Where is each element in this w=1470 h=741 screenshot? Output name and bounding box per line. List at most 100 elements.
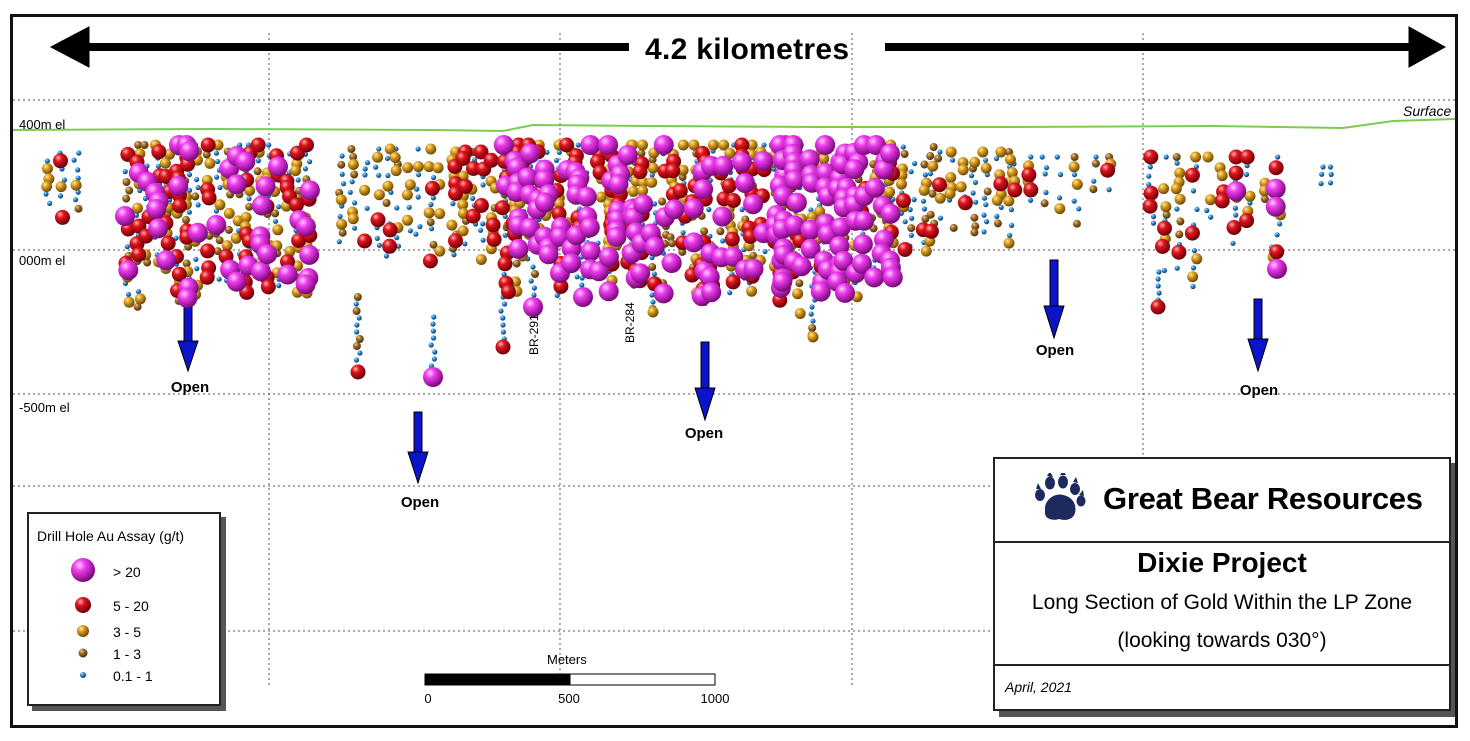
assay-sphere-5-20	[1226, 220, 1242, 235]
legend-label: 3 - 5	[113, 624, 142, 640]
assay-sphere-gt20	[608, 174, 629, 195]
assay-sphere-0-1	[73, 197, 79, 203]
assay-sphere-0-1	[349, 179, 355, 185]
legend-label: 1 - 3	[113, 646, 142, 662]
assay-sphere-0-1	[173, 235, 179, 241]
assay-sphere-1-3	[929, 143, 938, 151]
assay-sphere-gt20	[250, 261, 271, 282]
assay-sphere-0-1	[214, 174, 220, 180]
assay-sphere-3-5	[927, 160, 939, 172]
assay-sphere-0-1	[266, 142, 272, 148]
assay-sphere-0-1	[921, 206, 928, 212]
assay-sphere-1-3	[352, 342, 361, 350]
assay-sphere-5-20	[993, 176, 1009, 192]
assay-sphere-gt20	[579, 217, 600, 238]
assay-sphere-0-1	[993, 155, 1000, 162]
assay-sphere-1-3	[253, 167, 262, 176]
assay-sphere-0-1	[415, 146, 421, 152]
assay-sphere-0-1	[407, 228, 413, 234]
assay-sphere-0-1	[970, 190, 976, 196]
assay-sphere-0-1	[739, 207, 745, 213]
assay-sphere-0-1	[927, 171, 934, 177]
assay-sphere-gt20	[653, 283, 674, 304]
assay-sphere-gt20	[187, 222, 208, 243]
assay-sphere-0-1	[1190, 283, 1196, 290]
assay-sphere-gt20	[784, 169, 805, 190]
assay-sphere-1-3	[668, 239, 677, 248]
assay-sphere-3-5	[402, 214, 413, 226]
assay-sphere-0-1	[1174, 265, 1180, 271]
assay-sphere-1-3	[512, 259, 521, 268]
scale-bar-title: Meters	[547, 652, 587, 667]
assay-sphere-5-20	[1143, 185, 1159, 201]
assay-sphere-3-5	[70, 179, 82, 191]
assay-sphere-0-1	[276, 283, 282, 289]
assay-sphere-0-1	[352, 225, 358, 231]
assay-sphere-3-5	[980, 162, 992, 174]
assay-sphere-0-1	[352, 200, 358, 206]
legend-item-gt20: > 20	[29, 558, 219, 582]
assay-sphere-1-3	[184, 242, 193, 251]
assay-sphere-3-5	[1054, 203, 1066, 215]
assay-sphere-5-20	[382, 238, 398, 254]
assay-sphere-0-1	[124, 244, 130, 250]
assay-sphere-0-1	[531, 285, 538, 291]
assay-sphere-1-3	[658, 197, 667, 206]
scale-tick-label: 500	[558, 691, 580, 706]
assay-sphere-5-20	[923, 223, 939, 239]
assay-sphere-gt20	[1226, 181, 1247, 202]
scale-bar	[424, 673, 716, 686]
assay-sphere-0-1	[1275, 154, 1281, 160]
assay-sphere-3-5	[955, 181, 967, 193]
assay-sphere-gt20	[701, 282, 722, 303]
assay-sphere-3-5	[457, 225, 469, 237]
assay-sphere-3-5	[995, 146, 1007, 158]
assay-sphere-1-3	[716, 227, 725, 236]
assay-sphere-5-20	[1155, 238, 1170, 254]
assay-sphere-0-1	[1233, 212, 1239, 218]
assay-sphere-5-20	[1268, 160, 1284, 176]
assay-sphere-1-3	[1089, 185, 1098, 194]
assay-sphere-5-20	[957, 195, 973, 211]
assay-sphere-3-5	[896, 178, 907, 190]
assay-sphere-gt20	[1265, 196, 1286, 217]
assay-sphere-1-3	[134, 141, 143, 149]
assay-sphere-0-1	[125, 291, 132, 297]
view-direction: (looking towards 030°)	[1117, 629, 1327, 652]
assay-sphere-gt20	[179, 141, 200, 162]
assay-sphere-1-3	[245, 202, 254, 211]
assay-sphere-1-3	[993, 219, 1002, 228]
long-section-canvas	[13, 26, 1455, 687]
elevation-label-400: 400m el	[19, 117, 66, 132]
assay-sphere-0-1	[528, 278, 534, 284]
assay-sphere-0-1	[76, 150, 82, 156]
assay-sphere-0-1	[649, 172, 655, 178]
assay-sphere-gt20	[854, 210, 875, 231]
drill-hole-label-br284: BR-284	[623, 302, 637, 343]
assay-sphere-0-1	[900, 144, 906, 150]
assay-sphere-1-3	[182, 215, 190, 224]
assay-sphere-5-20	[1150, 299, 1166, 315]
assay-sphere-0-1	[1193, 164, 1199, 170]
assay-sphere-gt20	[683, 232, 704, 253]
assay-sphere-0-1	[1147, 164, 1153, 170]
assay-sphere-5-20	[455, 151, 471, 166]
assay-sphere-gt20	[743, 258, 764, 279]
assay-sphere-gt20	[573, 287, 593, 307]
assay-sphere-0-1	[554, 292, 560, 298]
assay-sphere-gt20	[268, 156, 288, 177]
assay-sphere-0-1	[650, 299, 656, 305]
assay-sphere-0-1	[950, 157, 956, 163]
assay-sphere-3-5	[212, 139, 224, 151]
assay-sphere-5-20	[448, 233, 463, 249]
assay-sphere-5-20	[1142, 198, 1158, 214]
assay-sphere-0-1	[908, 232, 915, 238]
legend-swatch	[77, 625, 89, 637]
assay-sphere-3-5	[969, 156, 981, 168]
assay-sphere-5-20	[497, 256, 513, 272]
assay-sphere-gt20	[653, 135, 674, 155]
assay-sphere-gt20	[519, 217, 540, 238]
assay-sphere-0-1	[383, 253, 389, 259]
assay-sphere-gt20	[493, 135, 514, 155]
assay-sphere-0-1	[416, 172, 422, 178]
